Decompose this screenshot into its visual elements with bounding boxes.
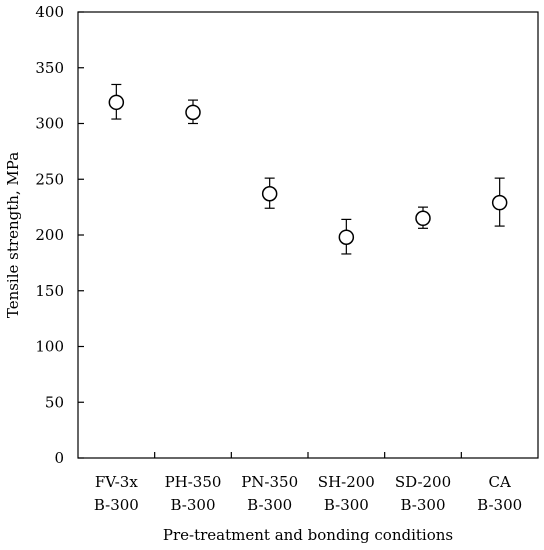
plot-frame	[77, 11, 539, 459]
data-marks	[108, 83, 508, 255]
x-category-label: FV-3x	[95, 473, 138, 491]
y-tick-label: 250	[35, 170, 64, 188]
data-point	[261, 185, 278, 202]
x-category-label: SD-200	[395, 473, 451, 491]
data-point	[185, 104, 201, 121]
y-tick-label: 150	[35, 282, 64, 300]
y-tick-label: 400	[35, 3, 64, 21]
x-axis-ticks: FV-3x B-300 PH-350 B-300 PN-350 B-300 SH-200 B-…	[94, 452, 522, 514]
y-tick-label: 0	[54, 449, 64, 467]
y-tick-label: 300	[35, 115, 64, 133]
y-axis-ticks: 0 50 100 150 200 250 300 350 400	[35, 3, 84, 467]
x-category-label: B-300	[247, 496, 292, 514]
y-axis-title: Tensile strength, MPa	[4, 152, 22, 318]
y-tick-label: 50	[45, 393, 64, 411]
data-point	[415, 210, 431, 227]
x-category-label: B-300	[94, 496, 139, 514]
x-axis-title: Pre-treatment and bonding conditions	[163, 526, 453, 544]
y-tick-label: 100	[35, 338, 64, 356]
x-category-label: B-300	[401, 496, 446, 514]
y-tick-label: 200	[35, 226, 64, 244]
data-point	[491, 194, 508, 211]
x-category-label: B-300	[171, 496, 216, 514]
x-category-label: B-300	[324, 496, 369, 514]
x-category-label: CA	[489, 473, 511, 491]
y-tick-label: 350	[35, 59, 64, 77]
x-category-label: B-300	[477, 496, 522, 514]
data-point	[338, 229, 355, 245]
data-point	[108, 94, 125, 111]
x-category-label: PN-350	[241, 473, 298, 491]
x-category-label: PH-350	[165, 473, 222, 491]
x-category-label: SH-200	[318, 473, 375, 491]
